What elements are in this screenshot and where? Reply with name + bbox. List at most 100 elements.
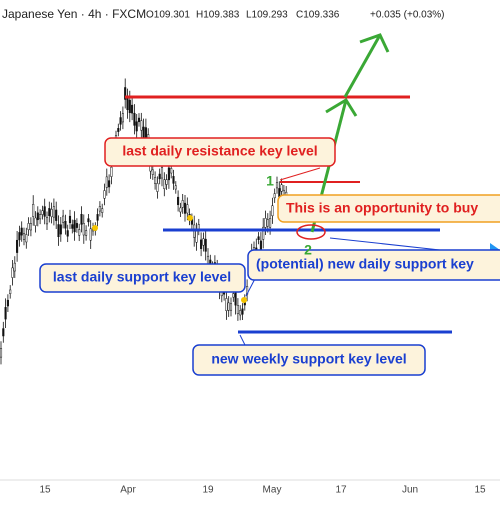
candle-body bbox=[43, 206, 46, 217]
x-tick-label: Apr bbox=[120, 485, 136, 496]
candle-body bbox=[16, 239, 19, 253]
candle-body bbox=[278, 188, 281, 197]
x-axis: 15 Apr 19 May 17 Jun 15 bbox=[39, 485, 486, 496]
candle-body bbox=[96, 214, 99, 221]
candle-body bbox=[158, 173, 161, 180]
annotation: (potential) new daily support key bbox=[256, 256, 474, 272]
candle-body bbox=[271, 205, 274, 217]
candle-body bbox=[71, 224, 74, 229]
candle-body bbox=[80, 213, 83, 225]
candle-body bbox=[73, 219, 76, 233]
candle-body bbox=[13, 262, 16, 272]
candle-body bbox=[48, 208, 51, 217]
x-tick-label: Jun bbox=[402, 485, 418, 496]
candle-body bbox=[4, 307, 7, 320]
candle-body bbox=[57, 224, 60, 238]
ohlc-value: O109.301 bbox=[146, 10, 190, 21]
candle-body bbox=[236, 305, 239, 314]
candle-body bbox=[137, 117, 141, 123]
annotation-box bbox=[104, 137, 336, 167]
candle-body bbox=[165, 179, 168, 185]
annotation-box bbox=[247, 249, 500, 281]
candle-body bbox=[229, 303, 233, 311]
header-bg bbox=[0, 4, 420, 26]
x-tick-label: 19 bbox=[202, 485, 214, 496]
candle-body bbox=[163, 179, 166, 189]
annotation-box bbox=[277, 194, 500, 223]
candle-body bbox=[179, 207, 182, 213]
candle-body bbox=[50, 209, 53, 217]
marker-dot bbox=[92, 225, 98, 231]
candle-body bbox=[154, 177, 157, 184]
annotation: new weekly support key level bbox=[211, 351, 406, 367]
candle-body bbox=[52, 206, 55, 218]
candle-body bbox=[27, 223, 30, 230]
ohlc: O109.301 H109.383 L109.293 C109.336 bbox=[146, 10, 340, 21]
candle-body bbox=[108, 180, 111, 188]
candle-body bbox=[89, 228, 92, 241]
candle-body bbox=[142, 126, 145, 139]
highlight-ellipse bbox=[296, 224, 326, 240]
candle-body bbox=[124, 87, 127, 100]
candle-body bbox=[128, 99, 131, 114]
candle-body bbox=[55, 209, 58, 221]
x-tick-label: 15 bbox=[474, 485, 486, 496]
candle-body bbox=[85, 230, 88, 236]
candle-body bbox=[78, 229, 81, 236]
candle-body bbox=[266, 219, 269, 227]
candle-body bbox=[68, 215, 72, 224]
candle-body bbox=[232, 293, 235, 298]
candle-body bbox=[103, 190, 106, 199]
candle-body bbox=[6, 299, 9, 307]
candle-body bbox=[269, 218, 272, 228]
annotation: This is an opportunity to buy bbox=[286, 200, 478, 216]
candle-body bbox=[98, 206, 101, 212]
candle-body bbox=[177, 196, 180, 205]
candle-body bbox=[275, 182, 279, 189]
connector bbox=[239, 334, 246, 346]
candle-body bbox=[9, 289, 12, 294]
candle-body bbox=[18, 232, 21, 241]
candle-body bbox=[2, 328, 5, 337]
candle-body bbox=[257, 236, 260, 240]
candle-body bbox=[225, 298, 228, 311]
candle-body bbox=[241, 308, 244, 315]
candle-body bbox=[25, 234, 28, 243]
candle-body bbox=[195, 231, 198, 243]
x-tick-label: 17 bbox=[335, 485, 347, 496]
change: +0.035 (+0.03%) bbox=[370, 10, 445, 21]
candle-body bbox=[22, 233, 26, 240]
candle-body bbox=[234, 292, 237, 306]
candle-body bbox=[135, 121, 138, 132]
candle-body bbox=[172, 176, 175, 184]
candle-body bbox=[41, 210, 44, 215]
candle-body bbox=[62, 215, 65, 223]
candle-body bbox=[131, 104, 134, 114]
candle-body bbox=[101, 208, 104, 213]
candle-body bbox=[64, 221, 67, 229]
candle-body bbox=[280, 184, 283, 192]
candle-body bbox=[75, 223, 78, 228]
candle-body bbox=[110, 166, 113, 177]
ohlc-value: C109.336 bbox=[296, 10, 340, 21]
candle-body bbox=[11, 267, 14, 278]
candle-body bbox=[34, 217, 37, 226]
point-label: 1 bbox=[266, 173, 274, 189]
candle-body bbox=[20, 227, 23, 236]
connector bbox=[329, 237, 441, 251]
candle-body bbox=[202, 238, 205, 246]
candle-body bbox=[66, 230, 69, 237]
candle-body bbox=[105, 176, 108, 188]
candle-body bbox=[39, 214, 42, 220]
point-label: 2 bbox=[304, 242, 312, 258]
x-tick-label: 15 bbox=[39, 485, 51, 496]
candle-body bbox=[45, 217, 49, 225]
annotation: last daily resistance key level bbox=[122, 143, 317, 159]
candle-body bbox=[200, 239, 203, 249]
connector bbox=[279, 167, 321, 181]
candle-body bbox=[227, 302, 230, 311]
candle-body bbox=[126, 97, 129, 111]
candle-body bbox=[170, 168, 173, 174]
x-tick-label: May bbox=[263, 485, 282, 496]
